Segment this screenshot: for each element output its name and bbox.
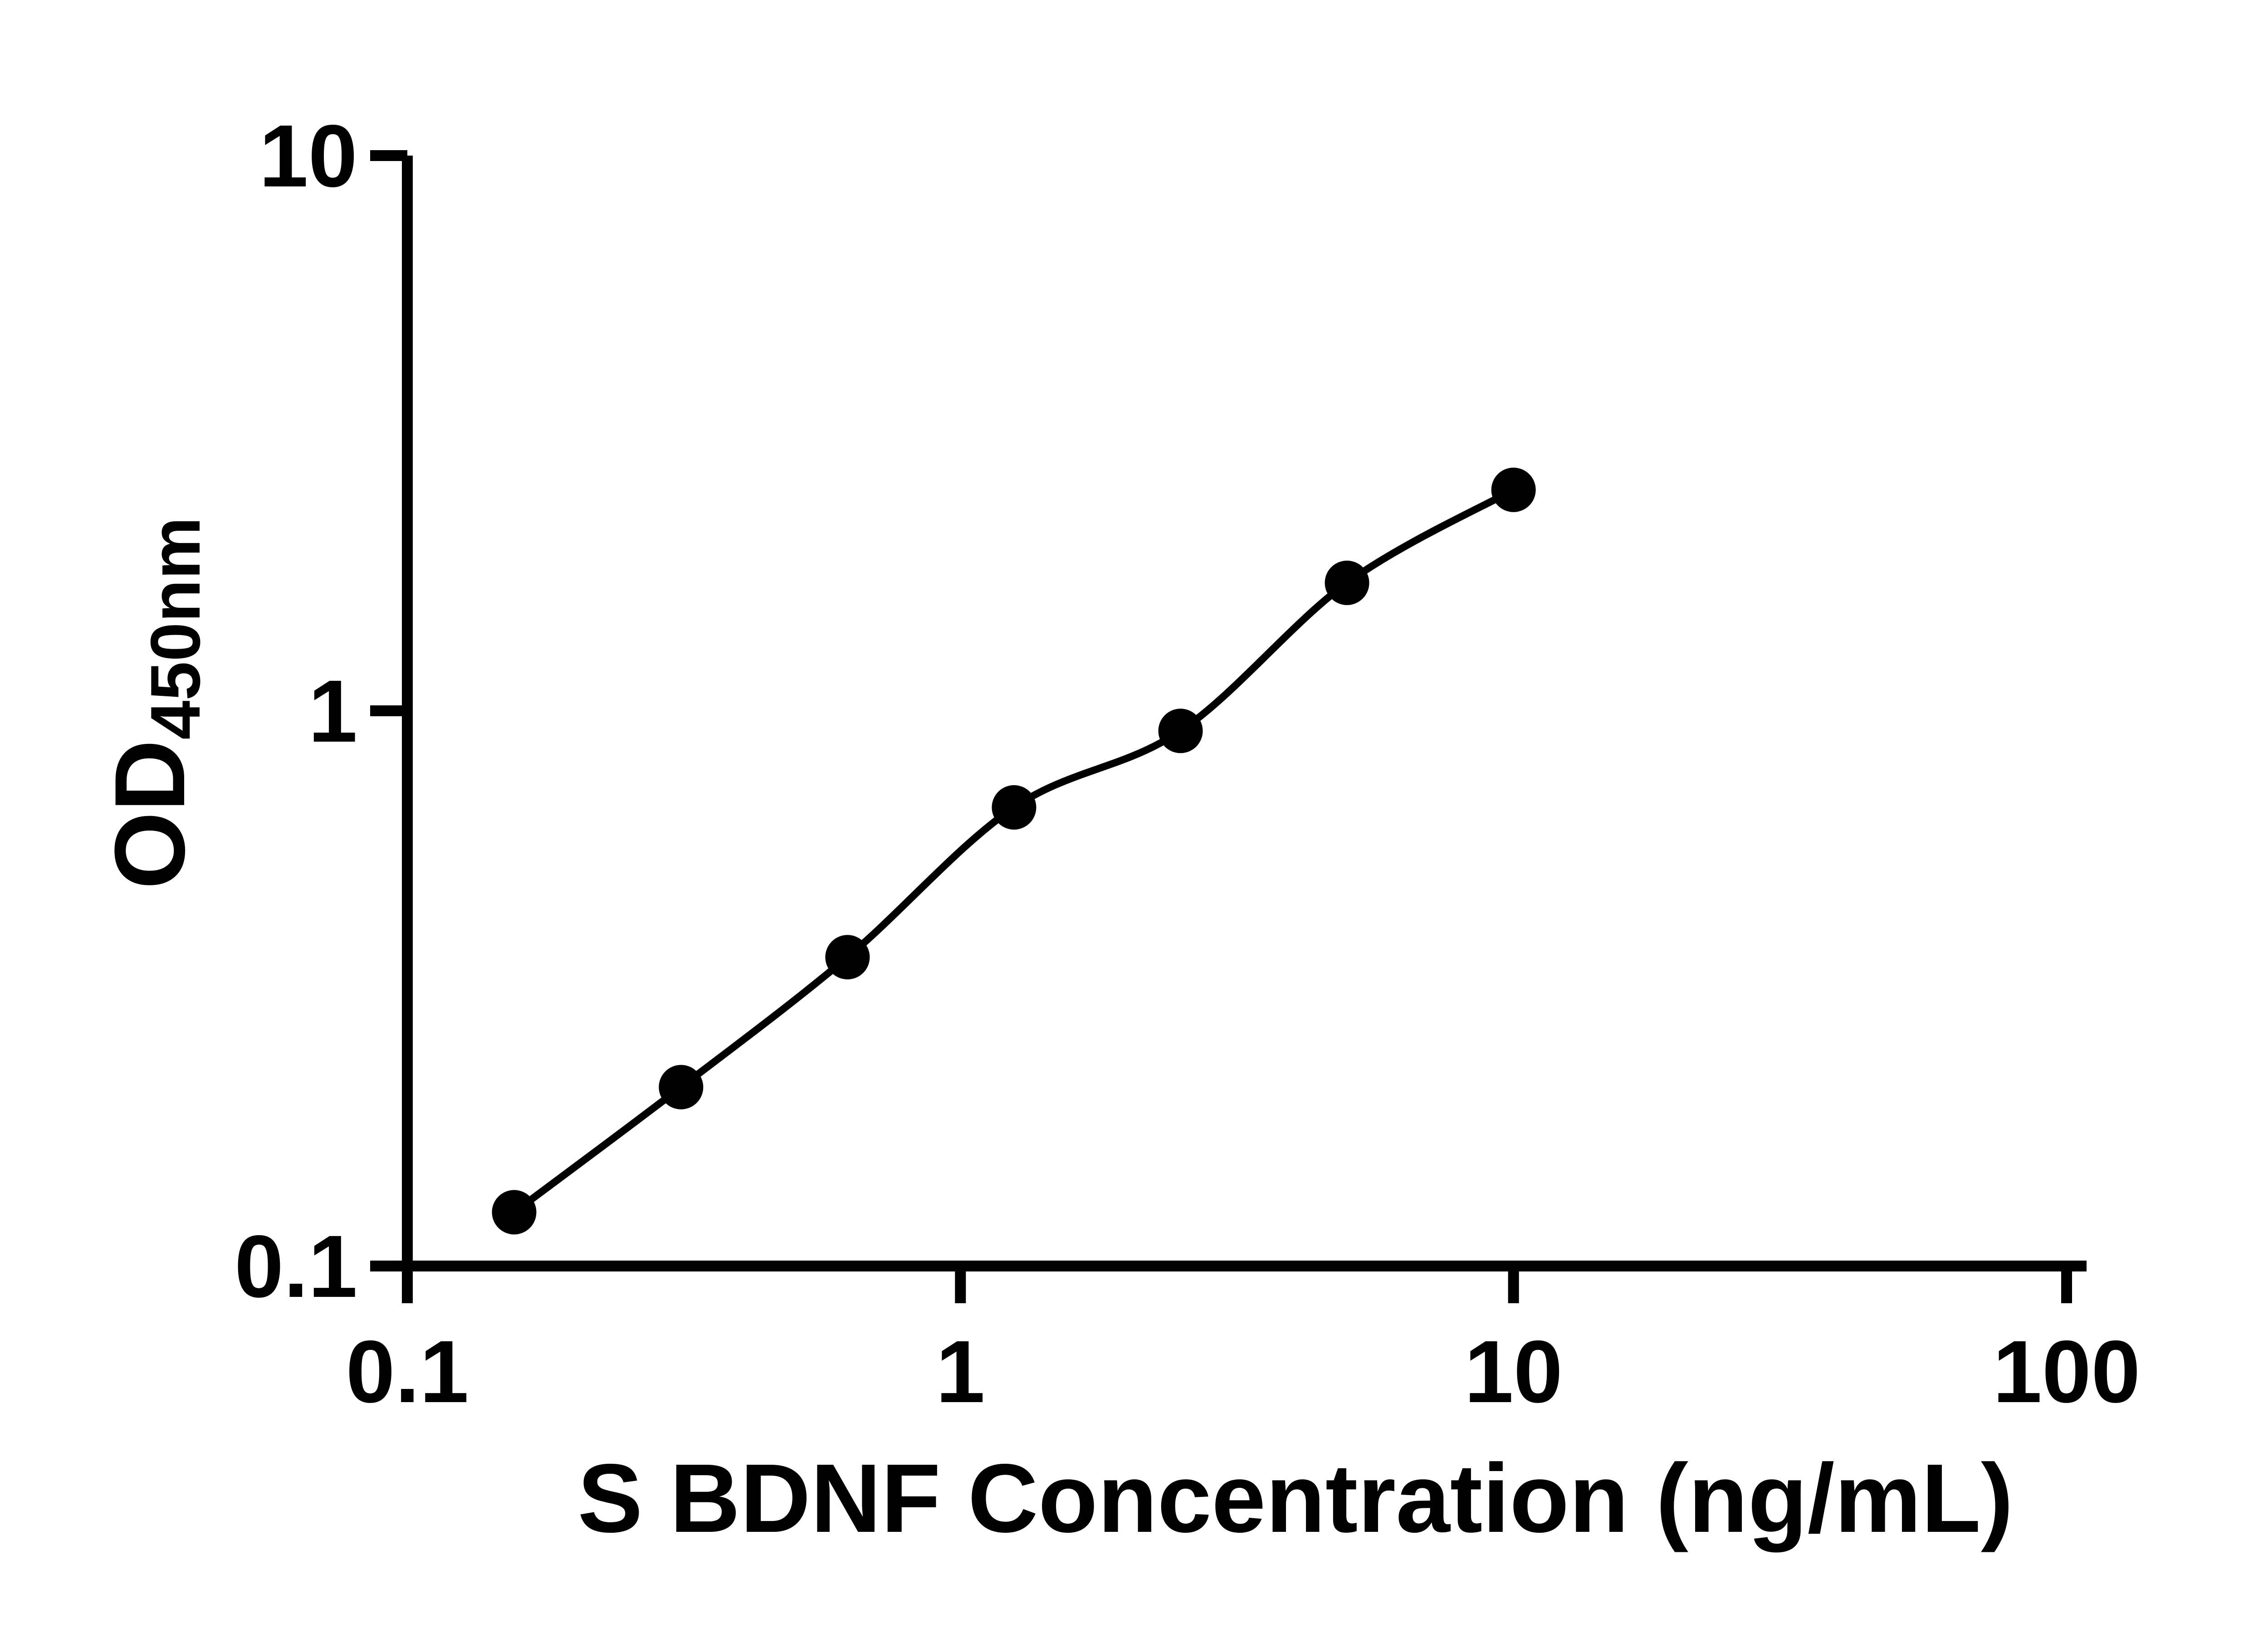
- data-point: [825, 935, 870, 980]
- y-tick-label: 0.1: [235, 1217, 357, 1316]
- data-point: [659, 1065, 704, 1110]
- x-tick-label: 1: [936, 1322, 985, 1421]
- y-axis-title: OD450nm: [94, 517, 215, 889]
- y-axis-title-subscript: 450nm: [136, 517, 215, 740]
- data-point: [492, 1190, 537, 1235]
- data-point: [1325, 560, 1369, 605]
- y-tick-label: 10: [259, 107, 357, 205]
- data-point: [1158, 709, 1203, 753]
- x-tick-label: 100: [1993, 1322, 2140, 1421]
- data-point: [1491, 467, 1536, 512]
- y-axis-title-main: OD: [94, 739, 205, 890]
- x-axis-title: S BDNF Concentration (ng/mL): [577, 1443, 2014, 1553]
- data-point: [992, 785, 1036, 830]
- fitted-curve: [512, 486, 1515, 1215]
- x-tick-label: 0.1: [346, 1322, 469, 1421]
- x-tick-label: 10: [1464, 1322, 1563, 1421]
- y-tick-label: 1: [308, 662, 357, 761]
